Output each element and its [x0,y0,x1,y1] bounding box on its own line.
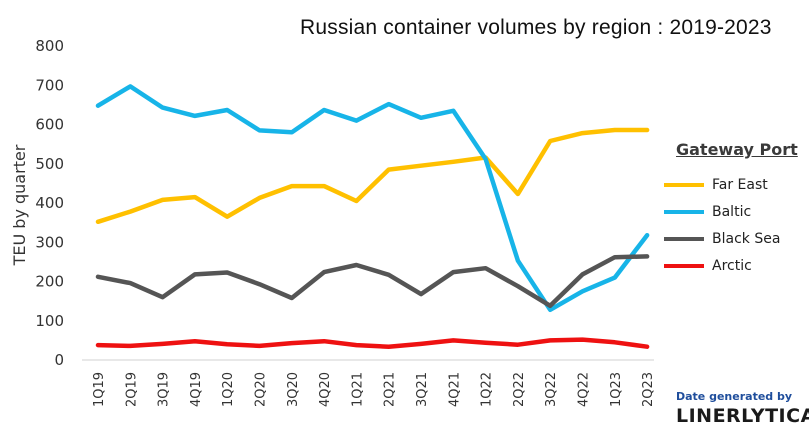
y-axis-label: TEU by quarter [10,144,29,266]
credit-line: Date generated by [676,390,793,403]
credit-brand: LINERLYTICA [676,405,809,427]
x-tick-label: 4Q22 [577,372,592,407]
legend-swatch-arctic [664,263,704,268]
series-line-far-east [95,127,650,225]
legend-swatch-baltic [664,209,704,214]
legend-swatch-black-sea [664,236,704,241]
series-line-baltic [95,84,650,313]
x-tick-label: 4Q19 [189,372,204,407]
legend-item-arctic: Arctic [664,252,804,279]
x-tick-label: 1Q21 [350,372,365,407]
legend-label-black-sea: Black Sea [712,230,781,247]
x-tick-label: 2Q20 [254,372,269,407]
legend-label-far-east: Far East [712,176,768,193]
x-tick-label: 3Q20 [286,372,301,407]
x-tick-label: 1Q22 [480,372,495,407]
x-tick-label: 3Q22 [544,372,559,407]
legend-title: Gateway Port [676,140,798,159]
x-tick-label: 2Q19 [124,372,139,407]
y-tick-label: 500 [35,155,64,173]
x-tick-label: 4Q21 [447,372,462,407]
legend-item-black-sea: Black Sea [664,225,804,252]
series-line-arctic [95,337,650,349]
series-lines [95,84,650,349]
x-tick-label: 1Q19 [92,372,107,407]
y-tick-label: 400 [35,194,64,212]
y-tick-label: 600 [35,116,64,134]
legend-item-baltic: Baltic [664,198,804,225]
x-tick-label: 4Q20 [318,372,333,407]
legend-swatch-far-east [664,182,704,187]
x-tick-label: 1Q20 [221,372,236,407]
x-axis: 1Q19 2Q19 3Q19 4Q19 1Q20 2Q20 3Q20 4Q20 1Q21 2Q21… [82,359,656,407]
x-tick-label: 3Q21 [415,372,430,407]
series-line-black-sea [95,254,650,309]
y-tick-label: 200 [35,273,64,291]
y-tick-label: 800 [35,37,64,55]
legend-label-baltic: Baltic [712,203,752,220]
legend-label-arctic: Arctic [712,257,752,274]
x-tick-label: 2Q23 [641,372,656,407]
x-tick-label: 1Q23 [609,372,624,407]
y-tick-label: 0 [54,351,64,369]
y-tick-label: 700 [35,76,64,94]
chart-title: Russian container volumes by region : 20… [300,16,772,39]
y-axis: 0 100 200 300 400 500 600 700 800 [35,37,64,369]
legend-item-far-east: Far East [664,171,804,198]
y-tick-label: 100 [35,312,64,330]
x-tick-label: 2Q22 [512,372,527,407]
legend: Gateway Port Far East Baltic Black Sea A… [664,140,804,279]
x-tick-label: 3Q19 [157,372,172,407]
y-tick-label: 300 [35,233,64,251]
x-tick-label: 2Q21 [383,372,398,407]
